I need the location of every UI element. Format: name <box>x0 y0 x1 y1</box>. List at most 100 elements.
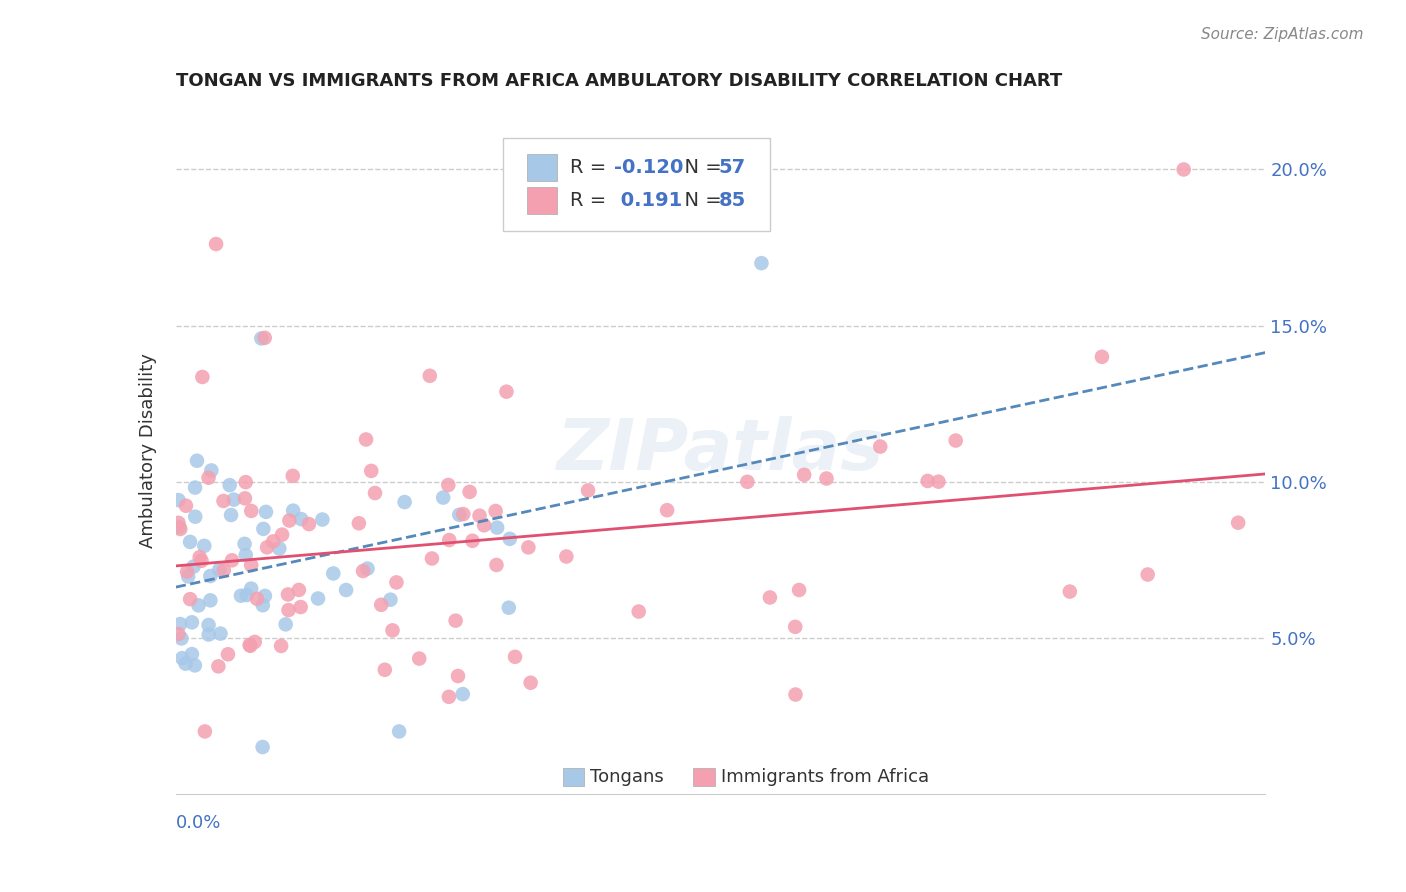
Point <box>759 591 782 605</box>
Point <box>737 475 759 489</box>
Text: Source: ZipAtlas.com: Source: ZipAtlas.com <box>1201 27 1364 42</box>
Point <box>1091 350 1114 364</box>
Y-axis label: Ambulatory Disability: Ambulatory Disability <box>139 353 157 548</box>
Text: 85: 85 <box>718 191 745 210</box>
Point <box>352 564 374 578</box>
FancyBboxPatch shape <box>562 768 585 786</box>
Point <box>388 724 411 739</box>
FancyBboxPatch shape <box>527 187 557 213</box>
Point <box>655 503 678 517</box>
Point <box>167 493 190 508</box>
Point <box>239 638 262 652</box>
Text: R =: R = <box>571 191 613 210</box>
Point <box>246 591 269 606</box>
Point <box>174 499 197 513</box>
Point <box>461 533 484 548</box>
Point <box>200 593 222 607</box>
Point <box>360 464 382 478</box>
Point <box>381 624 404 638</box>
Point <box>250 331 273 345</box>
Text: -0.120: -0.120 <box>614 158 683 177</box>
Point <box>200 569 222 583</box>
Point <box>444 614 467 628</box>
Point <box>183 559 205 574</box>
Point <box>458 484 481 499</box>
Text: 0.0%: 0.0% <box>176 814 221 832</box>
Point <box>519 675 541 690</box>
Point <box>374 663 396 677</box>
Point <box>229 589 252 603</box>
Point <box>437 533 460 547</box>
Text: N =: N = <box>672 158 727 177</box>
Point <box>370 598 392 612</box>
Point <box>269 541 291 556</box>
Point <box>322 566 344 581</box>
Point <box>751 256 773 270</box>
Point <box>576 483 599 498</box>
Point <box>307 591 329 606</box>
Point <box>451 507 474 521</box>
Point <box>187 599 209 613</box>
Point <box>235 475 257 490</box>
Point <box>1227 516 1250 530</box>
Point <box>945 434 967 448</box>
Point <box>1059 584 1081 599</box>
Point <box>869 440 891 454</box>
Text: Immigrants from Africa: Immigrants from Africa <box>721 768 929 786</box>
Text: Tongans: Tongans <box>591 768 664 786</box>
Point <box>793 467 815 482</box>
Point <box>785 620 807 634</box>
Point <box>186 454 208 468</box>
Point <box>235 548 257 562</box>
Point <box>252 598 274 612</box>
Point <box>235 588 257 602</box>
Point <box>262 534 284 549</box>
Point <box>290 512 312 526</box>
Point <box>815 471 838 485</box>
Point <box>437 690 460 704</box>
Point <box>252 740 274 755</box>
Point <box>233 491 256 506</box>
Point <box>212 563 235 577</box>
Point <box>184 509 207 524</box>
Point <box>281 503 304 517</box>
Point <box>311 512 333 526</box>
Point <box>177 569 200 583</box>
Point <box>184 481 207 495</box>
Point <box>169 617 191 632</box>
Point <box>787 582 810 597</box>
Point <box>277 587 299 601</box>
Point <box>222 492 245 507</box>
Point <box>240 504 263 518</box>
Point <box>517 541 540 555</box>
Point <box>451 687 474 701</box>
Point <box>356 561 378 575</box>
Point <box>209 626 232 640</box>
Point <box>188 550 211 565</box>
Point <box>219 508 242 522</box>
Point <box>167 627 190 641</box>
Point <box>179 535 201 549</box>
Point <box>172 651 194 665</box>
Text: 57: 57 <box>718 158 745 177</box>
Point <box>197 627 219 641</box>
Point <box>184 658 207 673</box>
Point <box>1173 162 1195 177</box>
Text: R =: R = <box>571 158 613 177</box>
FancyBboxPatch shape <box>503 138 769 231</box>
Point <box>928 475 950 489</box>
Point <box>200 463 222 477</box>
Point <box>499 532 522 546</box>
Point <box>627 605 650 619</box>
Point <box>167 520 190 534</box>
Point <box>472 518 495 533</box>
Point <box>252 522 274 536</box>
Point <box>419 368 441 383</box>
Point <box>170 632 193 646</box>
Point <box>447 669 470 683</box>
Point <box>408 651 430 665</box>
Point <box>298 517 321 532</box>
Point <box>254 505 277 519</box>
Point <box>385 575 408 590</box>
Point <box>486 520 509 534</box>
